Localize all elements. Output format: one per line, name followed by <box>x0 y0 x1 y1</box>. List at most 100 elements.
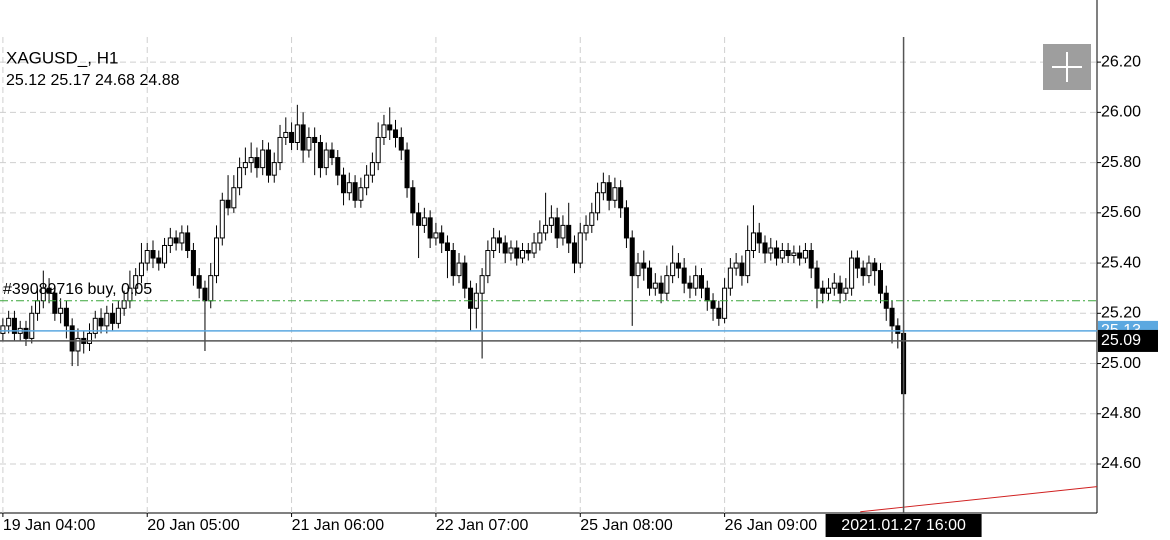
candle-body <box>675 262 681 269</box>
candle-body <box>658 282 664 294</box>
candle-body <box>785 250 791 257</box>
candle-body <box>439 232 445 244</box>
candle-body <box>358 187 364 201</box>
candle-body <box>283 131 289 138</box>
candle-body <box>866 262 872 277</box>
candle-body <box>185 232 191 252</box>
candle-body <box>693 275 699 289</box>
y-tick-label: 24.60 <box>1101 455 1141 472</box>
candle-body <box>248 157 254 164</box>
candle-body <box>837 282 843 294</box>
candle-body <box>750 232 756 252</box>
candle-body <box>190 250 196 277</box>
candle-body <box>289 131 295 143</box>
candle-body <box>444 242 450 252</box>
candle-body <box>710 300 716 309</box>
y-tick-label: 25.60 <box>1101 204 1141 221</box>
candle-body <box>427 217 433 239</box>
candle-body <box>179 232 185 244</box>
candle-body <box>889 307 895 327</box>
crosshair-button[interactable] <box>1043 44 1091 90</box>
candle-body <box>317 141 323 169</box>
candle-body <box>543 224 549 234</box>
crosshair-y-label: 25.09 <box>1101 332 1141 349</box>
candle-body <box>167 237 173 246</box>
candle-body <box>843 287 849 294</box>
candle-body <box>329 149 335 159</box>
chart-title: XAGUSD_, H1 <box>6 48 118 67</box>
y-tick-label: 25.20 <box>1101 305 1141 322</box>
candle-body <box>352 182 358 201</box>
trendline <box>860 486 1098 513</box>
candle-body <box>306 136 312 151</box>
candle-body <box>381 124 387 138</box>
candle-body <box>768 247 774 254</box>
candle-body <box>69 325 75 352</box>
candle-body <box>115 307 121 324</box>
candle-body <box>606 182 612 201</box>
candle-body <box>225 199 231 209</box>
candle-body <box>63 307 69 327</box>
candle-body <box>502 242 508 254</box>
candle-body <box>202 287 208 302</box>
candle-body <box>583 224 589 234</box>
candle-body <box>519 250 526 259</box>
candle-body <box>387 124 393 131</box>
candle-body <box>652 282 658 289</box>
candle-body <box>629 237 635 277</box>
candle-body <box>595 192 601 214</box>
candle-body <box>254 157 260 169</box>
candle-body <box>508 247 514 254</box>
candle-body <box>687 282 693 289</box>
candle-body <box>797 252 803 259</box>
candle-body <box>641 262 647 269</box>
candle-body <box>722 287 728 319</box>
candle-body <box>739 262 745 277</box>
candle-body <box>433 232 439 239</box>
candle-body <box>791 252 797 257</box>
overlays: #39089716 buy, 0.0525.1325.092021.01.27 … <box>0 37 1158 537</box>
candle-body <box>872 262 878 272</box>
candle-body <box>410 187 416 214</box>
crosshair-x-bg <box>825 514 982 537</box>
candle-body <box>231 187 237 209</box>
candle-body <box>323 149 329 169</box>
x-tick-label: 22 Jan 07:00 <box>436 517 529 534</box>
order-label: #39089716 buy, 0.05 <box>3 281 152 298</box>
candle-body <box>745 250 751 277</box>
candle-body <box>623 207 629 239</box>
candle-body <box>860 267 866 277</box>
y-tick-label: 24.80 <box>1101 405 1141 422</box>
candle-body <box>548 217 554 226</box>
candle-body <box>104 312 110 327</box>
candle-body <box>144 250 150 264</box>
candle-body <box>6 317 12 327</box>
candle-body <box>92 317 98 334</box>
candle-body <box>554 217 560 239</box>
candle-body <box>618 187 624 209</box>
candle-body <box>491 237 497 252</box>
candle-body <box>802 250 808 259</box>
candle-body <box>35 300 41 314</box>
candle-body <box>462 262 468 289</box>
candle-body <box>716 307 722 319</box>
candle-body <box>664 275 670 294</box>
candle-body <box>877 270 884 294</box>
candle-body <box>537 232 543 244</box>
candle-body <box>364 174 370 189</box>
candle-body <box>779 250 785 259</box>
candle-body <box>756 232 762 244</box>
candle-body <box>260 149 266 169</box>
candle-body <box>98 317 104 327</box>
candle-body <box>416 212 422 226</box>
candle-body <box>814 267 820 289</box>
candle-body <box>398 136 404 151</box>
candle-body <box>86 332 93 344</box>
candle-body <box>138 262 144 277</box>
y-tick-label: 26.20 <box>1101 53 1141 70</box>
candle-body <box>133 275 139 289</box>
candle-body <box>600 182 606 194</box>
candle-body <box>294 124 300 143</box>
candle-body <box>52 292 58 314</box>
